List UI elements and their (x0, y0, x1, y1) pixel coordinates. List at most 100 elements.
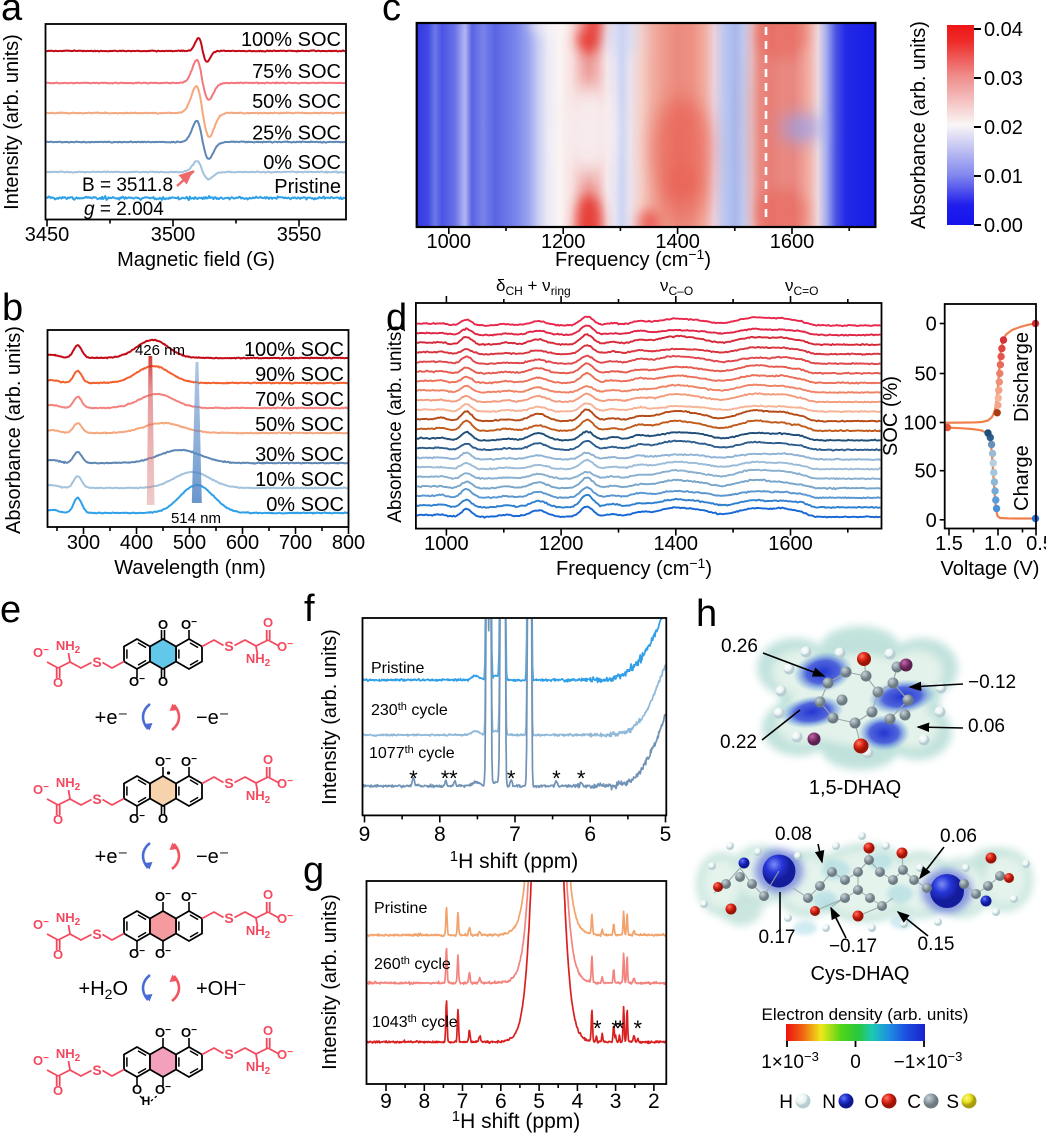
svg-text:−e⁻: −e⁻ (196, 707, 229, 729)
svg-text:30% SOC: 30% SOC (255, 444, 344, 466)
svg-text:8: 8 (418, 1090, 430, 1113)
svg-text:S: S (224, 638, 233, 654)
svg-text:100% SOC: 100% SOC (241, 29, 341, 51)
svg-text:3500: 3500 (151, 224, 196, 246)
svg-text:O: O (263, 1023, 273, 1038)
svg-text:Pristine: Pristine (274, 176, 341, 198)
svg-text:S: S (92, 791, 101, 807)
svg-text:B = 3511.8: B = 3511.8 (82, 175, 173, 196)
svg-text:300: 300 (67, 532, 100, 554)
svg-text:g = 2.004: g = 2.004 (84, 199, 164, 220)
svg-text:Absorbance (arb. units): Absorbance (arb. units) (908, 21, 930, 229)
svg-text:0: 0 (850, 1052, 861, 1073)
svg-text:1.5: 1.5 (935, 533, 963, 555)
svg-text:0.02: 0.02 (984, 117, 1023, 139)
svg-text:Absorbance (arb. units): Absorbance (arb. units) (385, 325, 406, 523)
svg-text:Charge: Charge (1011, 445, 1033, 511)
svg-text:6: 6 (584, 823, 596, 846)
svg-text:N: N (822, 1092, 836, 1113)
svg-text:*: * (441, 766, 450, 791)
svg-text:Cys-DHAQ: Cys-DHAQ (811, 963, 910, 985)
svg-text:9: 9 (380, 1090, 392, 1113)
svg-text:1000: 1000 (424, 533, 469, 555)
svg-text:NH2: NH2 (56, 910, 81, 928)
svg-text:3450: 3450 (25, 224, 70, 246)
svg-text:1400: 1400 (654, 533, 699, 555)
svg-text:4: 4 (572, 1090, 584, 1113)
svg-text:0.06: 0.06 (940, 826, 977, 847)
svg-text:400: 400 (120, 532, 153, 554)
svg-text:0.17: 0.17 (759, 927, 796, 948)
svg-text:426 nm: 426 nm (135, 342, 185, 359)
svg-text:−e⁻: −e⁻ (196, 846, 229, 868)
svg-text:2: 2 (648, 1090, 660, 1113)
svg-text:c: c (382, 0, 401, 29)
svg-text:*: * (507, 766, 516, 791)
svg-text:1200: 1200 (541, 231, 586, 253)
svg-text:NH2: NH2 (246, 1059, 271, 1077)
svg-text:50% SOC: 50% SOC (252, 91, 341, 113)
svg-text:*: * (552, 766, 561, 791)
svg-text:50: 50 (914, 461, 936, 483)
svg-text:S: S (224, 910, 233, 926)
svg-text:C: C (907, 1092, 921, 1113)
svg-text:S: S (946, 1092, 959, 1113)
svg-text:514 nm: 514 nm (171, 510, 221, 527)
svg-text:0% SOC: 0% SOC (266, 494, 344, 516)
svg-text:6: 6 (495, 1090, 507, 1113)
svg-text:e: e (0, 589, 21, 631)
svg-text:0.08: 0.08 (775, 824, 812, 845)
svg-text:70% SOC: 70% SOC (255, 389, 344, 411)
svg-text:d: d (386, 297, 407, 339)
svg-text:7: 7 (509, 823, 521, 846)
svg-text:100% SOC: 100% SOC (244, 339, 344, 361)
svg-text:+e⁻: +e⁻ (95, 707, 128, 729)
svg-text:90% SOC: 90% SOC (255, 364, 344, 386)
svg-text:0% SOC: 0% SOC (263, 152, 341, 174)
svg-text:0: 0 (926, 510, 937, 532)
svg-text:f: f (304, 588, 315, 630)
svg-text:g: g (303, 850, 324, 892)
svg-text:S: S (224, 1046, 233, 1062)
svg-text:260th cycle: 260th cycle (374, 955, 451, 973)
svg-text:O: O (53, 812, 63, 827)
svg-text:S: S (92, 926, 101, 942)
svg-text:1600: 1600 (768, 533, 813, 555)
svg-text:50: 50 (914, 364, 936, 386)
svg-text:Intensity (arb. units): Intensity (arb. units) (319, 894, 341, 1070)
svg-text:25% SOC: 25% SOC (252, 123, 341, 145)
svg-text:0.06: 0.06 (968, 716, 1005, 737)
svg-text:Frequency (cm−1): Frequency (cm−1) (556, 555, 712, 580)
svg-text:SOC (%): SOC (%) (880, 376, 902, 456)
svg-text:1,5-DHAQ: 1,5-DHAQ (809, 777, 901, 799)
svg-text:O: O (132, 1082, 142, 1097)
svg-text:O: O (53, 675, 63, 690)
svg-text:1000: 1000 (427, 231, 472, 253)
svg-text:0.00: 0.00 (984, 215, 1023, 237)
svg-text:3550: 3550 (277, 224, 322, 246)
svg-text:NH2: NH2 (246, 923, 271, 941)
svg-text:O: O (158, 811, 168, 826)
svg-text:NH2: NH2 (246, 651, 271, 669)
svg-text:0.01: 0.01 (984, 166, 1023, 188)
svg-text:NH2: NH2 (56, 638, 81, 656)
svg-text:600: 600 (226, 532, 259, 554)
svg-text:8: 8 (434, 823, 446, 846)
svg-text:0.04: 0.04 (984, 19, 1023, 41)
svg-text:100: 100 (903, 413, 936, 435)
svg-text:800: 800 (332, 532, 365, 554)
svg-text:0.15: 0.15 (918, 934, 955, 955)
svg-text:50% SOC: 50% SOC (255, 414, 344, 436)
svg-text:a: a (1, 0, 23, 29)
svg-text:700: 700 (279, 532, 312, 554)
svg-text:5: 5 (660, 823, 672, 846)
svg-text:0.26: 0.26 (721, 636, 758, 657)
svg-text:b: b (2, 287, 23, 329)
svg-text:NH2: NH2 (246, 788, 271, 806)
svg-text:0.5: 0.5 (1026, 533, 1046, 555)
svg-text:Wavelength (nm): Wavelength (nm) (114, 557, 266, 579)
svg-text:Pristine: Pristine (374, 900, 427, 917)
svg-text:*: * (409, 766, 418, 791)
svg-text:7: 7 (457, 1090, 469, 1113)
svg-text:0.22: 0.22 (720, 732, 757, 753)
